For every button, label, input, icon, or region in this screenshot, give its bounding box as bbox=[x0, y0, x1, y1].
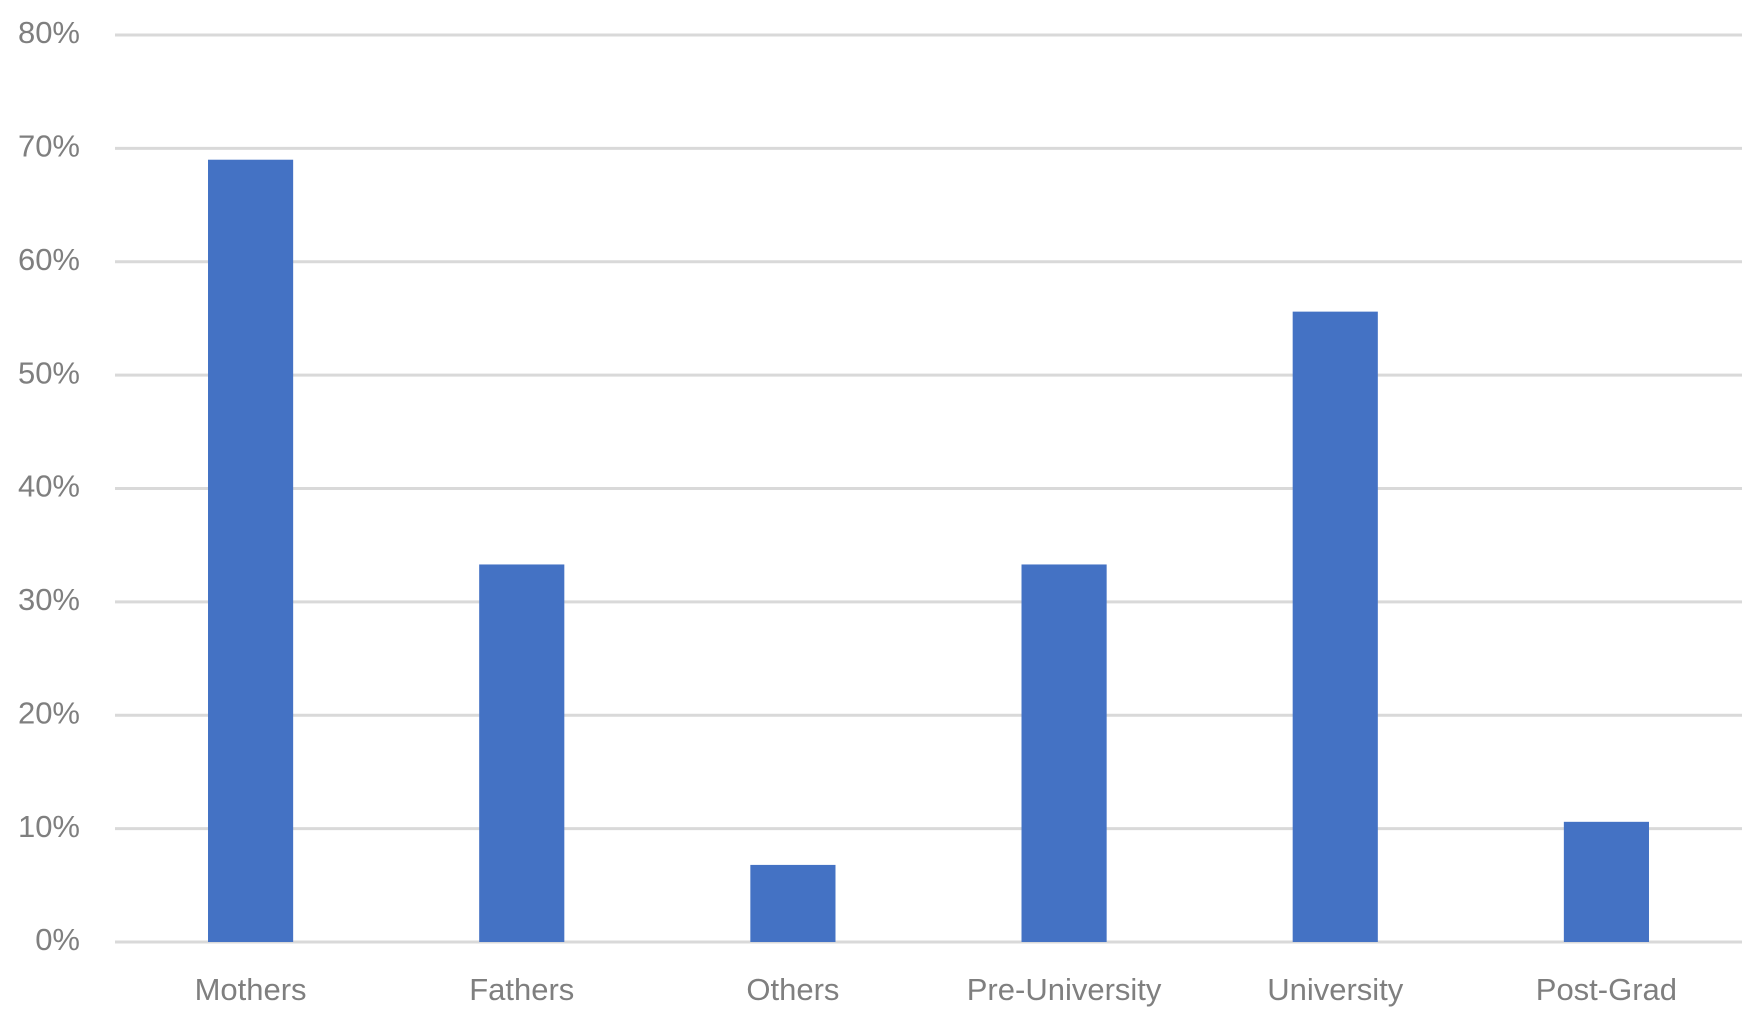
bar bbox=[479, 564, 565, 942]
y-tick-label: 30% bbox=[18, 582, 80, 617]
x-tick-label: Fathers bbox=[469, 972, 574, 1007]
y-tick-label: 60% bbox=[18, 242, 80, 277]
y-tick-label: 20% bbox=[18, 695, 80, 730]
bar bbox=[1292, 311, 1378, 942]
x-tick-label: University bbox=[1267, 972, 1404, 1007]
x-tick-label: Post-Grad bbox=[1536, 972, 1677, 1007]
bar bbox=[1563, 821, 1649, 942]
bar bbox=[750, 864, 836, 942]
y-tick-label: 70% bbox=[18, 129, 80, 164]
x-tick-label: Pre-University bbox=[967, 972, 1162, 1007]
y-tick-label: 80% bbox=[18, 15, 80, 50]
y-tick-label: 40% bbox=[18, 469, 80, 504]
y-tick-label: 50% bbox=[18, 355, 80, 390]
x-tick-label: Mothers bbox=[195, 972, 307, 1007]
x-tick-label: Others bbox=[746, 972, 839, 1007]
bar bbox=[208, 159, 294, 942]
y-tick-label: 10% bbox=[18, 809, 80, 844]
y-tick-label: 0% bbox=[35, 922, 80, 957]
bar bbox=[1021, 564, 1107, 942]
